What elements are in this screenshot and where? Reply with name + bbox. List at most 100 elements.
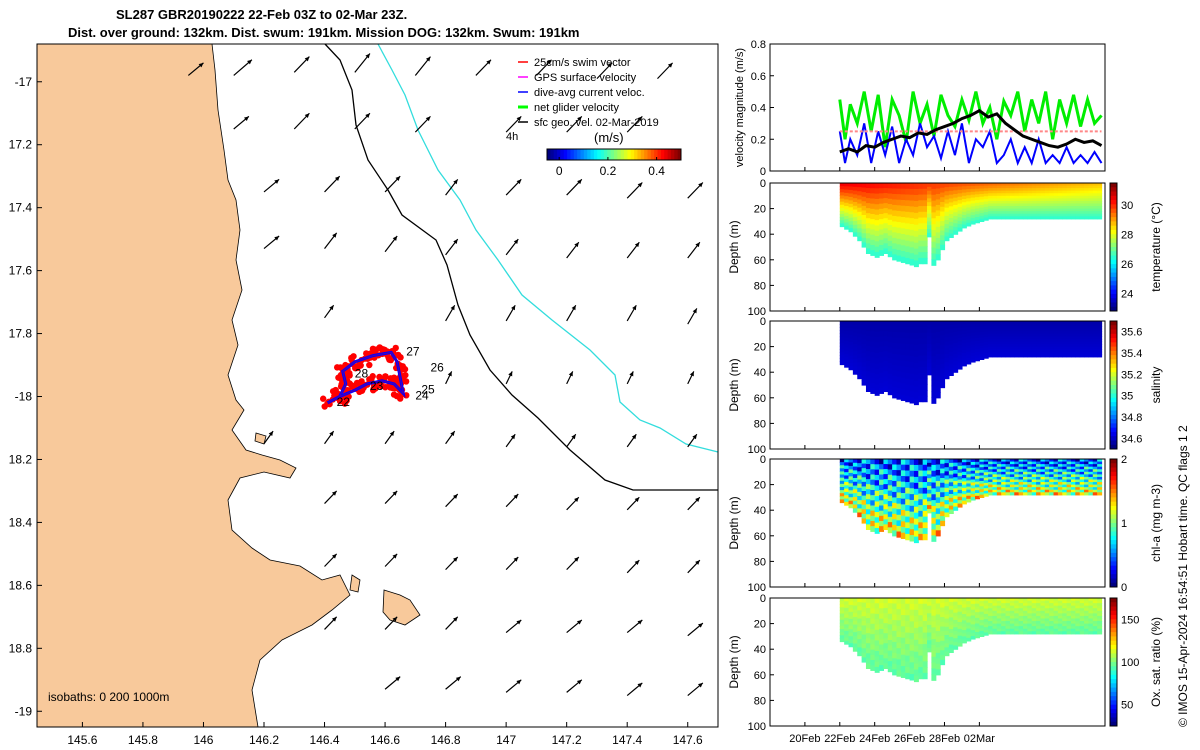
chla-cell: [1022, 484, 1028, 488]
chla-cell: [979, 469, 985, 474]
oxygen-cell: [1036, 628, 1042, 632]
temperature-colorbar-cell: [1110, 212, 1117, 218]
oxygen-cell: [905, 632, 911, 639]
chla-cell: [1022, 489, 1028, 493]
oxygen-cell: [1062, 608, 1068, 612]
oxygen-cell: [944, 606, 950, 611]
temperature-cell: [1079, 216, 1085, 220]
salinity-cell: [988, 351, 994, 355]
oxygen-cell: [887, 608, 893, 615]
temperature-cell: [927, 198, 932, 203]
swim-vector-marker: [397, 354, 404, 361]
salinity-cell: [1097, 338, 1103, 343]
oxygen-cell: [918, 638, 924, 645]
salinity-cell: [1040, 331, 1046, 335]
oxygen-cell: [931, 644, 937, 652]
temperature-cell: [1040, 193, 1046, 197]
temperature-cell: [1027, 190, 1033, 194]
temperature-cell: [1070, 188, 1076, 192]
oxygen-cell: [953, 645, 959, 650]
oxygen-cell: [1066, 610, 1072, 614]
temperature-cell: [1070, 200, 1076, 205]
temperature-cell: [1018, 193, 1024, 197]
salinity-cell: [857, 374, 863, 380]
salinity-colorbar-cell: [1110, 427, 1117, 433]
temperature-cell: [1040, 183, 1046, 187]
oxygen-cell: [883, 643, 889, 649]
temperature-cell: [966, 201, 972, 206]
salinity-cell: [848, 338, 854, 343]
oxygen-cell: [940, 602, 946, 609]
temperature-cell: [905, 246, 911, 253]
salinity-cell: [852, 332, 858, 337]
temperature-cell: [1092, 190, 1098, 194]
oxygen-cell: [1066, 631, 1072, 635]
salinity-cell: [983, 339, 989, 343]
salinity-cell: [848, 327, 854, 333]
chla-cell: [848, 486, 854, 491]
oxygen-cell: [957, 632, 963, 637]
salinity-cell: [970, 341, 976, 346]
temperature-cell: [1053, 208, 1059, 212]
temperature-cell: [844, 206, 850, 210]
chla-cell: [905, 459, 911, 466]
oxygen-cell: [839, 598, 845, 602]
temperature-cell: [1084, 203, 1090, 207]
temperature-cell: [966, 222, 972, 227]
temperature-cell: [927, 186, 932, 192]
salinity-cell: [979, 340, 985, 344]
salinity-cell: [1057, 328, 1063, 332]
oxygen-cell: [1092, 603, 1098, 607]
temperature-cell: [1092, 198, 1098, 202]
salinity-cell: [1092, 326, 1098, 330]
temperature-cell: [1062, 206, 1068, 210]
temperature-cell: [1036, 216, 1042, 220]
temperature-cell: [961, 205, 967, 210]
oxygen-cell: [992, 603, 998, 607]
salinity-cell: [983, 334, 989, 338]
temperature-cell: [909, 223, 915, 231]
oxygen-cell: [896, 664, 902, 672]
oxygen-cell: [865, 613, 871, 619]
oxygen-cell: [996, 631, 1002, 635]
oxygen-cell: [1049, 608, 1055, 612]
oxygen-cell: [944, 614, 950, 620]
oxygen-cell: [839, 601, 845, 605]
chla-cell: [879, 464, 885, 470]
salinity-cell: [1044, 321, 1050, 325]
salinity-cell: [970, 353, 976, 357]
chla-cell: [1044, 461, 1050, 465]
temperature-cell: [861, 205, 867, 212]
oxygen-cell: [896, 648, 902, 655]
salinity-cell: [1031, 323, 1037, 327]
chla-cell: [909, 459, 915, 466]
temperature-cell: [983, 206, 989, 211]
salinity-cell: [1070, 354, 1076, 358]
temperature-cell: [900, 188, 906, 195]
temperature-cell: [1014, 195, 1020, 199]
temperature-cell: [1022, 183, 1028, 187]
oxygen-cell: [913, 663, 919, 671]
temperature-cell: [957, 217, 963, 222]
island-3: [254, 432, 267, 445]
chla-cell: [1044, 469, 1050, 473]
oxygen-cell: [927, 647, 932, 653]
chla-cell: [1097, 471, 1103, 475]
salinity-cell: [1049, 336, 1055, 340]
temperature-cell: [948, 194, 954, 200]
oxygen-cell: [1097, 613, 1103, 617]
oxygen-cell: [905, 638, 911, 645]
temperature-cell: [966, 198, 972, 202]
salinity-colorbar-tick-label: 34.6: [1121, 433, 1142, 445]
oxygen-cell: [887, 634, 893, 641]
chla-cell: [927, 466, 932, 472]
temperature-cell: [1014, 185, 1020, 189]
swim-vector-marker: [392, 344, 399, 352]
salinity-cell: [983, 342, 989, 346]
oxygen-cell: [874, 619, 880, 626]
temperature-cell: [1053, 206, 1059, 210]
oxygen-cell: [992, 615, 998, 620]
chla-cell: [1040, 471, 1046, 475]
salinity-colorbar-cell: [1110, 389, 1117, 395]
oxygen-cell: [1062, 600, 1068, 604]
